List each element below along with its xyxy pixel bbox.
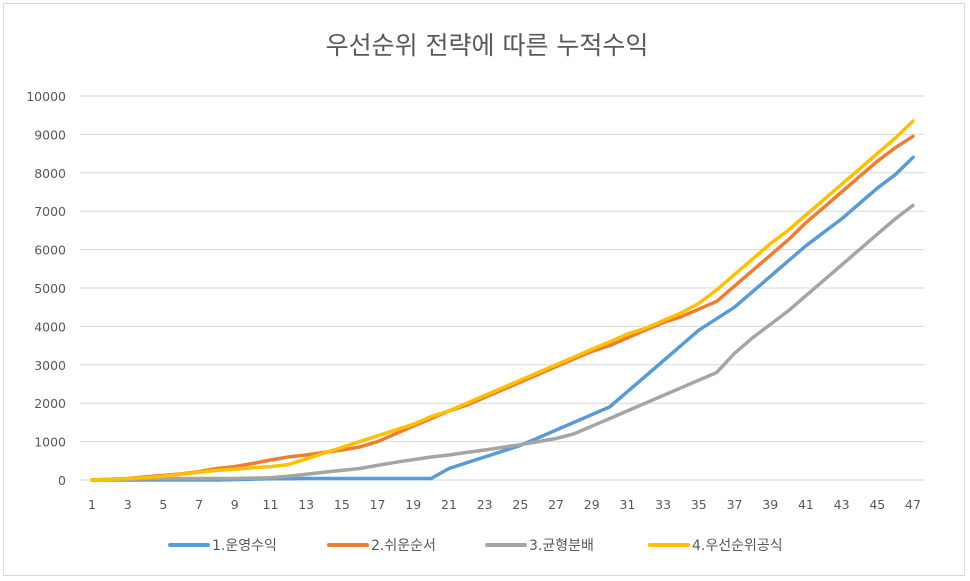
x-tick-label: 23 <box>477 497 493 512</box>
x-tick-label: 29 <box>584 497 600 512</box>
x-axis-tick-labels: 1 3 5 7 9 11 13 15 17 19 21 23 25 27 29 31 33 35 37 39 41 43 4… <box>88 497 921 512</box>
x-tick-label: 47 <box>905 497 921 512</box>
x-tick-label: 31 <box>619 497 635 512</box>
x-tick-label: 41 <box>798 497 814 512</box>
legend-label: 2.쉬운순서 <box>371 538 436 554</box>
series-line-4 <box>90 119 915 482</box>
x-tick-label: 33 <box>655 497 671 512</box>
chart-title: 우선순위 전략에 따른 누적수익 <box>326 31 649 60</box>
x-tick-label: 21 <box>441 497 457 512</box>
legend: 1.운영수익 2.쉬운순서 3.균형분배 4.우선순위공식 <box>168 538 783 554</box>
x-tick-label: 3 <box>124 497 132 512</box>
y-tick-label: 1000 <box>34 435 66 450</box>
legend-label: 1.운영수익 <box>212 538 277 554</box>
y-tick-label: 10000 <box>26 89 66 104</box>
x-tick-label: 11 <box>263 497 279 512</box>
y-tick-label: 8000 <box>34 166 66 181</box>
x-tick-label: 35 <box>691 497 707 512</box>
y-axis-tick-labels: 0 1000 2000 3000 4000 5000 6000 7000 8000 9000 100… <box>26 89 66 488</box>
x-tick-label: 17 <box>370 497 386 512</box>
x-tick-label: 37 <box>727 497 743 512</box>
x-tick-label: 27 <box>548 497 564 512</box>
y-tick-label: 0 <box>58 473 66 488</box>
x-tick-label: 45 <box>869 497 885 512</box>
x-tick-label: 19 <box>405 497 421 512</box>
legend-label: 4.우선순위공식 <box>692 538 783 554</box>
series-line-2 <box>90 134 915 482</box>
y-tick-label: 5000 <box>34 281 66 296</box>
y-tick-label: 4000 <box>34 319 66 334</box>
x-tick-label: 43 <box>834 497 850 512</box>
x-tick-label: 5 <box>159 497 167 512</box>
y-tick-label: 6000 <box>34 243 66 258</box>
x-tick-label: 7 <box>195 497 203 512</box>
x-tick-label: 15 <box>334 497 350 512</box>
series-lines <box>90 119 915 482</box>
y-tick-label: 9000 <box>34 127 66 142</box>
gridlines <box>80 95 925 443</box>
x-tick-label: 25 <box>512 497 528 512</box>
legend-label: 3.균형분배 <box>529 538 594 554</box>
x-tick-label: 39 <box>762 497 778 512</box>
x-tick-label: 13 <box>298 497 314 512</box>
x-tick-label: 1 <box>88 497 96 512</box>
series-line-1 <box>90 155 915 482</box>
x-tick-label: 9 <box>231 497 239 512</box>
y-tick-label: 2000 <box>34 396 66 411</box>
y-tick-label: 3000 <box>34 358 66 373</box>
series-line-3 <box>90 203 915 482</box>
y-tick-label: 7000 <box>34 204 66 219</box>
